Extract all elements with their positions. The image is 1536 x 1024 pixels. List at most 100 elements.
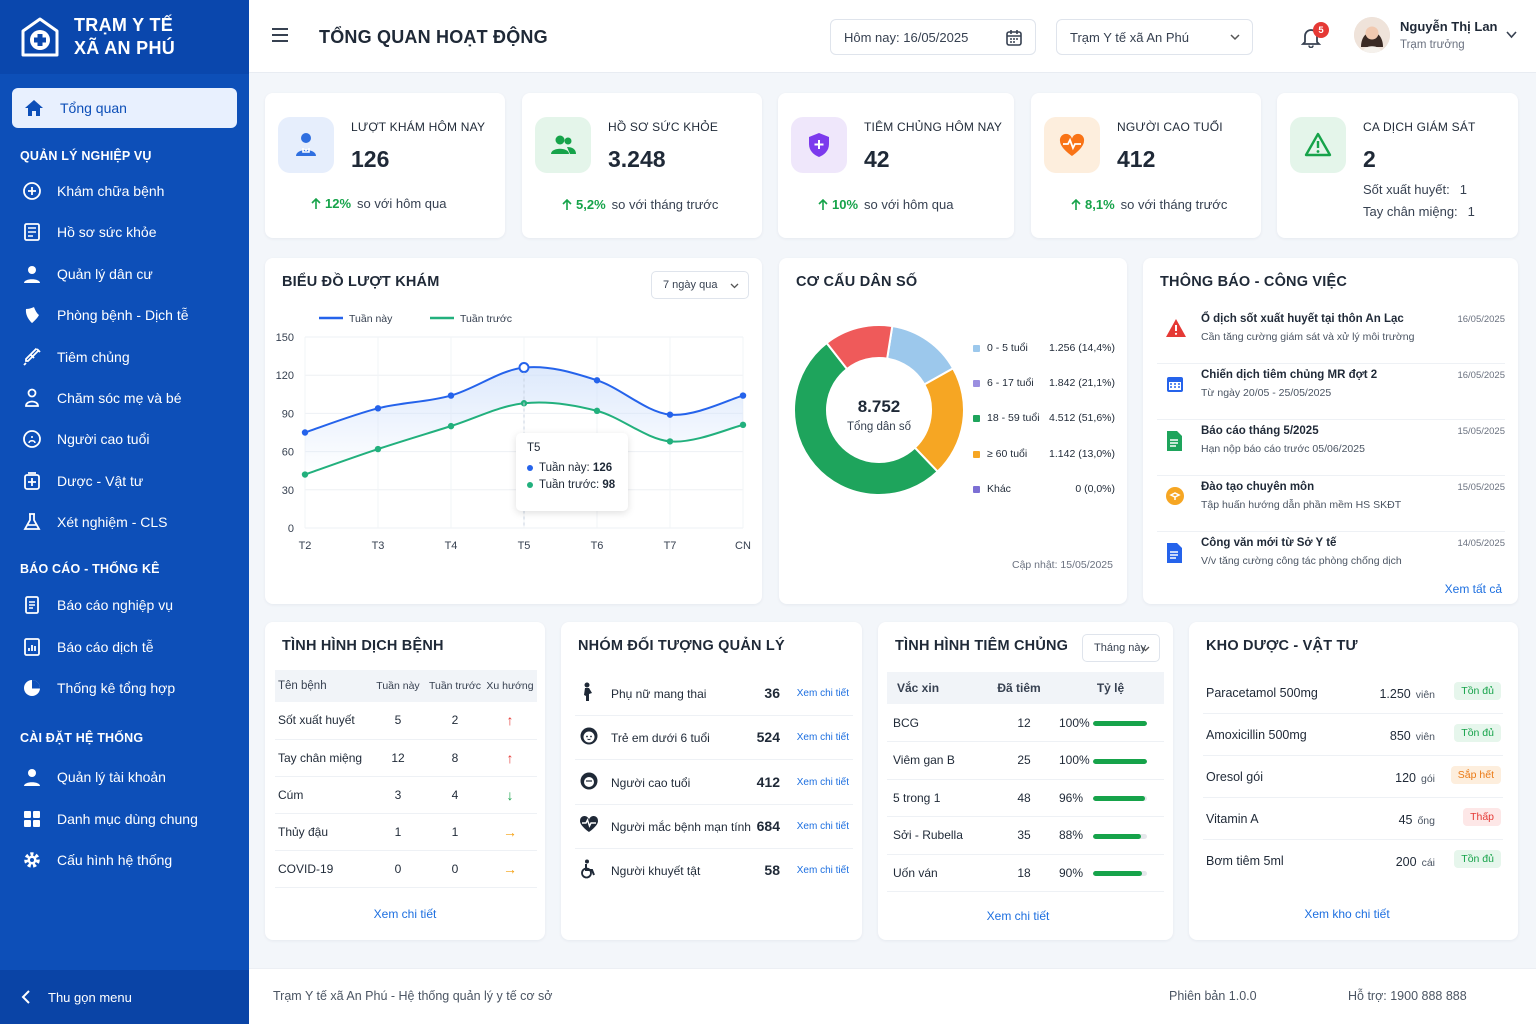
- notice-item[interactable]: Báo cáo tháng 5/2025 Hạn nộp báo cáo trướ…: [1157, 422, 1505, 476]
- sidebar-item-label: Báo cáo dịch tễ: [57, 638, 154, 655]
- group-detail-link[interactable]: Xem chi tiết: [796, 688, 849, 699]
- data-point: [739, 392, 747, 399]
- sidebar-item-2[interactable]: Báo cáo dịch tễ: [22, 637, 154, 657]
- chevron-down-icon[interactable]: [1506, 31, 1517, 39]
- diseases-detail-link[interactable]: Xem chi tiết: [373, 907, 437, 921]
- status-badge: Sắp hết: [1450, 766, 1501, 784]
- see-all-link[interactable]: Xem tất cả: [1444, 582, 1502, 596]
- group-detail-link[interactable]: Xem chi tiết: [796, 776, 849, 788]
- sidebar-item-3[interactable]: Quản lý dân cư: [22, 264, 153, 284]
- vaccine-rate-cell: 100%: [1057, 704, 1164, 742]
- kpi-trend: 10% so với hôm qua: [818, 197, 954, 212]
- kpi-value: 126: [351, 146, 390, 172]
- kpi-detail-1: Sốt xuất huyết: 1: [1363, 182, 1467, 197]
- table-row: Sốt xuất huyết 5 2 ↑: [275, 702, 537, 740]
- sidebar-item-9[interactable]: Xét nghiệm - CLS: [22, 512, 168, 532]
- notice-item[interactable]: Đào tạo chuyên môn Tập huấn hướng dẫn phầ…: [1157, 478, 1505, 532]
- group-item: Người mắc bệnh mạn tính 684 Xem chi tiết: [575, 805, 853, 849]
- sidebar-item-2[interactable]: Danh mục dùng chung: [22, 809, 198, 829]
- disease-name: Thủy đậu: [275, 813, 369, 851]
- vaccine-progress-fill: [1093, 796, 1145, 802]
- arrow-up-icon: [1071, 198, 1081, 210]
- footer-support: Hỗ trợ: 1900 888 888: [1348, 989, 1467, 1003]
- sidebar-item-7[interactable]: Người cao tuổi: [22, 429, 149, 449]
- date-picker[interactable]: Hôm nay: 16/05/2025: [830, 19, 1036, 55]
- kpi-trend-text: so với tháng trước: [1120, 197, 1228, 212]
- avatar[interactable]: [1354, 17, 1390, 53]
- menu-icon[interactable]: [271, 27, 289, 43]
- status-badge: Tồn đủ: [1454, 724, 1501, 742]
- group-detail-link[interactable]: Xem chi tiết: [796, 820, 849, 832]
- vaccine-name: Uốn ván: [887, 854, 981, 892]
- population-updated: Cập nhật: 15/05/2025: [1011, 559, 1113, 571]
- notice-item[interactable]: Ổ dịch sốt xuất huyết tại thôn An Lạc Cần…: [1157, 310, 1505, 364]
- sidebar-item-3[interactable]: Cấu hình hệ thống: [22, 850, 172, 870]
- status-badge: Thấp: [1463, 808, 1501, 826]
- sidebar-item-label: Khám chữa bệnh: [57, 183, 165, 199]
- sidebar-item-1[interactable]: Báo cáo nghiệp vụ: [22, 595, 173, 615]
- data-point: [518, 362, 530, 374]
- pregnant-icon: [579, 682, 597, 707]
- vaccine-progress-bar: [1093, 720, 1147, 726]
- notice-subtitle: Từ ngày 20/05 - 25/05/2025: [1201, 387, 1332, 399]
- notice-item[interactable]: Chiến dịch tiêm chủng MR đợt 2 Từ ngày 20…: [1157, 366, 1505, 420]
- y-tick-label: 150: [276, 332, 294, 344]
- trend-icon: →: [483, 850, 537, 888]
- kpi-visits[interactable]: LƯỢT KHÁM HÔM NAY 126 12% so với hôm qua: [265, 93, 505, 238]
- group-detail-link[interactable]: Xem chi tiết: [796, 865, 849, 877]
- clinic-logo-icon: [21, 17, 59, 57]
- kpi-elderly[interactable]: NGƯỜI CAO TUỔI 412 8,1% so với tháng trước: [1031, 93, 1261, 238]
- sidebar-item-1[interactable]: Khám chữa bệnh: [22, 181, 164, 201]
- notice-subtitle: Cần tăng cường giám sát và xử lý môi trư…: [1201, 331, 1415, 343]
- sidebar-item-6[interactable]: Chăm sóc mẹ và bé: [22, 388, 182, 408]
- disease-last-week: 1: [427, 813, 483, 851]
- sidebar-item-5[interactable]: Tiêm chủng: [22, 347, 130, 367]
- kpi-detail-1-label: Sốt xuất huyết:: [1363, 182, 1450, 197]
- site-select[interactable]: Trạm Y tế xã An Phú: [1056, 19, 1253, 55]
- group-detail-link[interactable]: Xem chi tiết: [796, 732, 849, 744]
- table-row: Thủy đậu 1 1 →: [275, 813, 537, 851]
- sidebar-item-label: Phòng bệnh - Dịch tễ: [57, 307, 189, 324]
- disease-this-week: 1: [369, 813, 427, 851]
- sidebar-item-2[interactable]: Hồ sơ sức khỏe: [22, 222, 156, 242]
- range-select[interactable]: 7 ngày qua: [651, 271, 749, 299]
- kpi-detail-2-value: 1: [1467, 204, 1475, 219]
- sidebar-item-8[interactable]: Dược - Vật tư: [22, 471, 143, 491]
- kpi-vaccinations[interactable]: TIÊM CHỦNG HÔM NAY 42 10% so với hôm qua: [778, 93, 1014, 238]
- vaccine-count: 18: [981, 854, 1057, 892]
- kpi-detail-2: Tay chân miệng: 1: [1363, 204, 1475, 219]
- group-item: Người khuyết tật 58 Xem chi tiết: [575, 849, 853, 893]
- kpi-trend-text: so với tháng trước: [611, 197, 719, 212]
- sidebar-item-3[interactable]: Thống kê tổng hợp: [22, 678, 175, 698]
- sidebar-item-1[interactable]: Quản lý tài khoản: [22, 767, 166, 787]
- range-select-value: 7 ngày qua: [663, 279, 718, 291]
- report-chart-icon: [22, 637, 42, 657]
- stock-unit: gói: [1420, 773, 1435, 785]
- vaccines-detail-link[interactable]: Xem chi tiết: [986, 909, 1050, 923]
- collapse-menu-button[interactable]: Thu gọn menu: [0, 970, 249, 1024]
- training-icon: [1165, 486, 1185, 511]
- kpi-records[interactable]: HỒ SƠ SỨC KHỎE 3.248 5,2% so với tháng trướ…: [522, 93, 762, 238]
- notices-title: THÔNG BÁO - CÔNG VIỆC: [1160, 274, 1348, 290]
- vaccine-range-select[interactable]: Tháng này: [1082, 634, 1160, 662]
- stock-qty: 120: [1395, 771, 1416, 785]
- section-cai-dat: CÀI ĐẶT HỆ THỐNG: [20, 731, 144, 745]
- notice-item[interactable]: Công văn mới từ Sở Y tế V/v tăng cường cô…: [1157, 534, 1505, 588]
- data-point: [374, 445, 382, 453]
- population-total-label: Tổng dân số: [847, 421, 911, 433]
- elderly-icon: [579, 771, 599, 796]
- mother-child-icon: [22, 388, 42, 408]
- population-title: CƠ CẤU DÂN SỐ: [796, 274, 918, 290]
- sidebar-item-4[interactable]: Phòng bệnh - Dịch tễ: [22, 305, 189, 325]
- table-row: BCG 12 100%: [887, 704, 1164, 742]
- stock-detail-link[interactable]: Xem kho chi tiết: [1304, 907, 1390, 921]
- group-value: 524: [756, 729, 780, 746]
- table-row: Sởi - Rubella 35 88%: [887, 816, 1164, 855]
- trend-icon: ↓: [483, 776, 537, 814]
- legend-swatch: [973, 450, 980, 458]
- sidebar-item-tong-quan[interactable]: Tổng quan: [12, 88, 237, 128]
- brand[interactable]: TRẠM Y TẾ XÃ AN PHÚ: [0, 0, 249, 74]
- kpi-surveillance[interactable]: CA DỊCH GIÁM SÁT 2 Sốt xuất huyết: 1 Tay châ…: [1277, 93, 1518, 238]
- kpi-trend-pct: 12%: [325, 196, 352, 211]
- vaccine-progress-fill: [1093, 871, 1142, 877]
